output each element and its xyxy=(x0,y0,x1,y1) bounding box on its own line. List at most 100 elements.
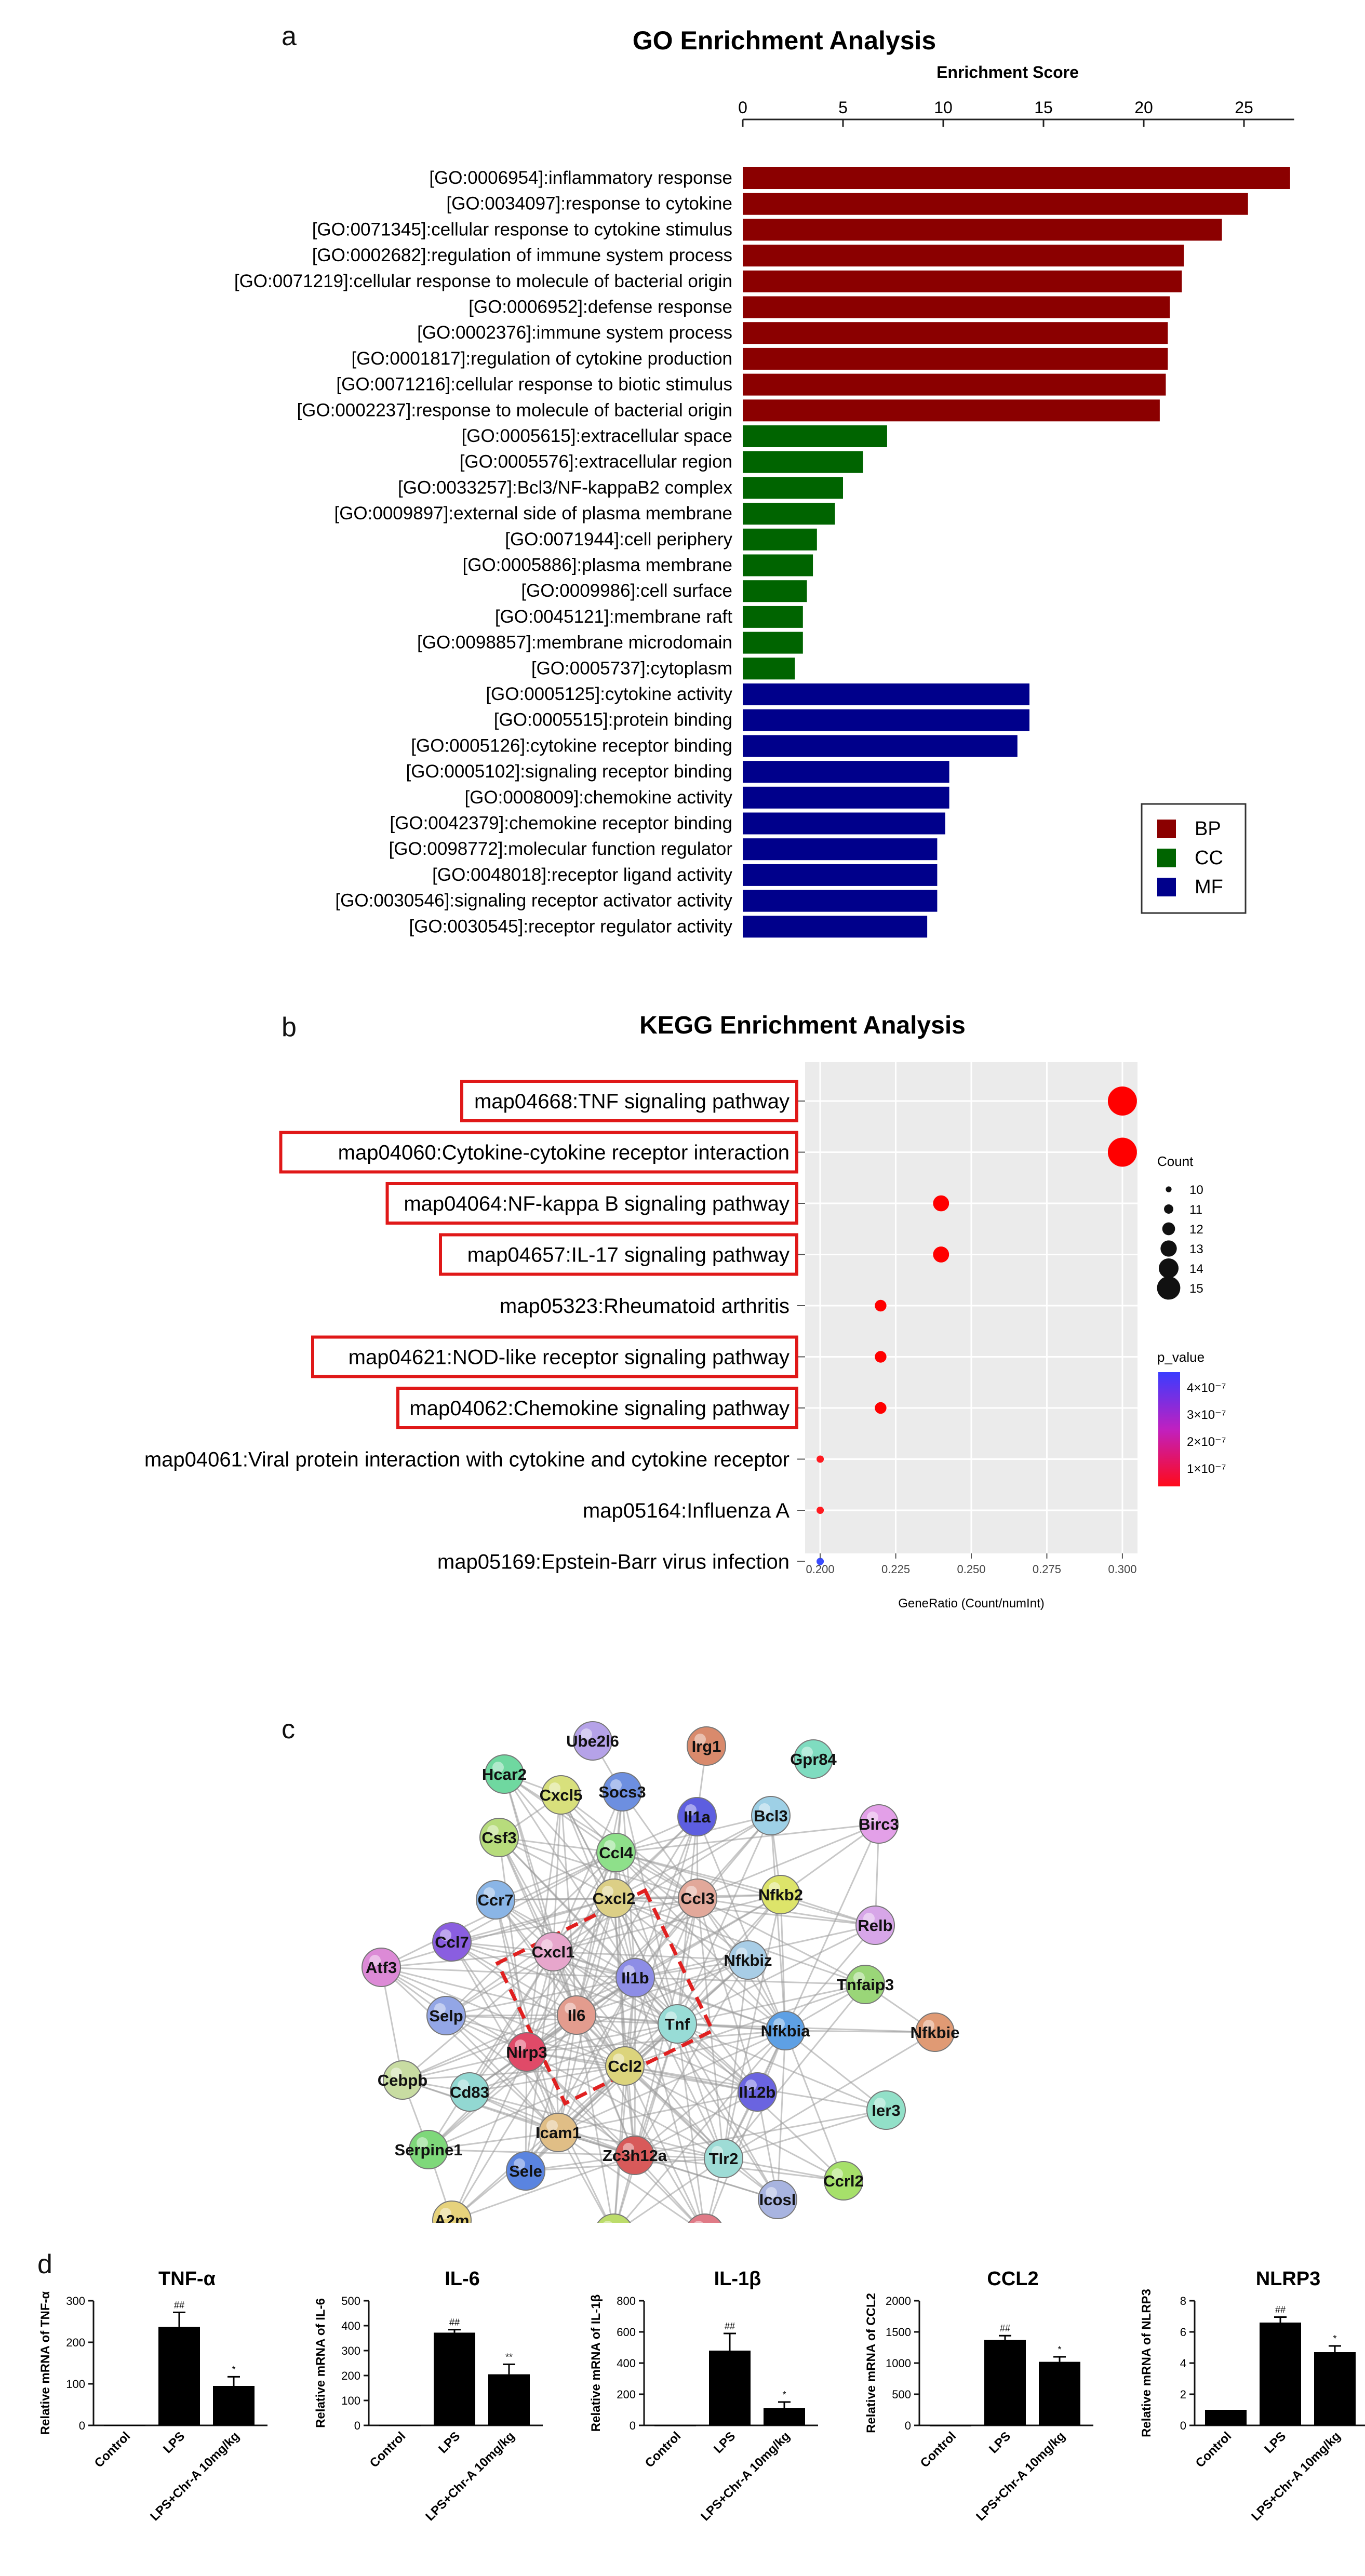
qpcr-category-label: LPS+Chr-A 10mg/kg xyxy=(1249,2429,1343,2524)
go-bar xyxy=(743,813,945,835)
network-node-label: Hcar2 xyxy=(482,1765,527,1783)
network-node-label: Ube2l6 xyxy=(566,1732,619,1750)
ppi-network: Ube2l6Irg1Gpr84Hcar2Cxcl5Socs3Il1aBcl3Bi… xyxy=(0,1703,1365,2223)
qpcr-bar xyxy=(434,2332,475,2425)
kegg-pathway-label: map04657:IL-17 signaling pathway xyxy=(467,1244,789,1267)
network-node-csf3: Csf3 xyxy=(480,1818,518,1857)
kegg-dot xyxy=(933,1196,949,1212)
qpcr-bar xyxy=(764,2408,805,2425)
network-node-ccr7: Ccr7 xyxy=(476,1881,515,1919)
go-tick-label: 10 xyxy=(934,98,953,117)
go-category-label: [GO:0030545]:receptor regulator activity xyxy=(409,916,732,936)
kegg-count-legend-dot xyxy=(1160,1240,1176,1256)
go-category-label: [GO:0030546]:signaling receptor activato… xyxy=(335,891,732,911)
network-node-label: Selp xyxy=(429,2007,463,2025)
qpcr-category-label: Control xyxy=(643,2429,684,2470)
qpcr-chart-tnf: TNF-αRelative mRNA of TNF-α0100200300Con… xyxy=(38,2268,267,2524)
go-bar xyxy=(743,787,949,809)
kegg-pathway-label: map04064:NF-kappa B signaling pathway xyxy=(404,1192,789,1215)
kegg-dot xyxy=(817,1507,824,1514)
qpcr-y-tick-label: 4 xyxy=(1180,2357,1186,2370)
qpcr-category-label: LPS xyxy=(711,2429,738,2456)
kegg-dot xyxy=(1108,1138,1137,1167)
qpcr-chart-ccl2: CCL2Relative mRNA of CCL2050010001500200… xyxy=(864,2268,1093,2524)
go-category-label: [GO:0071216]:cellular response to biotic… xyxy=(336,374,732,395)
network-node-label: Tnf xyxy=(665,2015,690,2033)
go-category-label: [GO:0005576]:extracellular region xyxy=(460,452,732,472)
qpcr-y-tick-label: 800 xyxy=(617,2295,636,2307)
go-bar xyxy=(743,167,1290,189)
network-node-tlr2: Tlr2 xyxy=(704,2139,743,2178)
qpcr-significance-mark: ## xyxy=(1275,2305,1286,2315)
network-node-serpine1: Serpine1 xyxy=(395,2130,463,2169)
network-node-ier3: Ier3 xyxy=(867,2091,905,2129)
kegg-count-legend-dot xyxy=(1159,1258,1179,1278)
network-node-label: Nfkbie xyxy=(911,2023,960,2042)
go-legend-label-mf: MF xyxy=(1195,876,1223,898)
go-bar xyxy=(743,451,863,473)
network-node-label: Nfkbia xyxy=(761,2022,811,2040)
qpcr-bar xyxy=(930,2425,971,2426)
go-legend-swatch-bp xyxy=(1157,820,1176,838)
go-category-label: [GO:0006952]:defense response xyxy=(469,297,732,317)
network-node-label: Sele xyxy=(509,2162,542,2180)
network-node-label: Ier3 xyxy=(872,2101,900,2119)
kegg-pvalue-legend-title: p_value xyxy=(1157,1349,1205,1365)
qpcr-y-tick-label: 100 xyxy=(66,2378,85,2391)
go-enrichment-chart: GO Enrichment Analysis Enrichment Score … xyxy=(0,0,1365,976)
go-legend-swatch-cc xyxy=(1157,849,1176,867)
kegg-count-legend-dot xyxy=(1162,1223,1175,1236)
qpcr-chart-title: IL-1β xyxy=(714,2268,761,2290)
go-category-label: [GO:0005515]:protein binding xyxy=(494,710,732,730)
go-category-label: [GO:0009986]:cell surface xyxy=(521,581,732,601)
go-x-axis-label: Enrichment Score xyxy=(936,63,1079,82)
go-bar xyxy=(743,735,1018,757)
kegg-x-axis: 0.2000.2250.2500.2750.300 xyxy=(806,1553,1137,1576)
go-category-label: [GO:0071219]:cellular response to molecu… xyxy=(234,271,732,291)
go-category-label: [GO:0005126]:cytokine receptor binding xyxy=(411,735,732,756)
qpcr-bar xyxy=(709,2351,751,2425)
network-node-label: Nfkbiz xyxy=(724,1951,772,1969)
go-category-label: [GO:0005886]:plasma membrane xyxy=(463,555,732,575)
qpcr-y-tick-label: 2000 xyxy=(886,2295,911,2307)
qpcr-bar xyxy=(654,2425,696,2426)
network-node-ccl2: Ccl2 xyxy=(606,2047,644,2085)
qpcr-y-tick-label: 0 xyxy=(630,2419,636,2432)
kegg-count-legend: Count 101112131415 xyxy=(1157,1153,1203,1299)
go-category-label: [GO:0071944]:cell periphery xyxy=(505,529,732,549)
go-bar xyxy=(743,348,1168,370)
qpcr-y-tick-label: 400 xyxy=(617,2357,636,2370)
qpcr-y-tick-label: 100 xyxy=(341,2394,360,2407)
qpcr-y-tick-label: 500 xyxy=(341,2295,360,2307)
qpcr-category-label: LPS xyxy=(986,2429,1013,2456)
go-bar xyxy=(743,838,937,860)
kegg-pvalue-legend-label: 3×10⁻⁷ xyxy=(1187,1408,1226,1422)
qpcr-bar xyxy=(158,2327,200,2425)
network-node-label: Ccl2 xyxy=(608,2057,641,2075)
go-bar xyxy=(743,683,1029,705)
go-bar xyxy=(743,529,817,551)
network-node-cebpb: Cebpb xyxy=(378,2061,427,2099)
qpcr-y-tick-label: 1000 xyxy=(886,2357,911,2370)
qpcr-y-tick-label: 0 xyxy=(905,2419,911,2432)
go-category-label: [GO:0042379]:chemokine receptor binding xyxy=(390,813,732,834)
go-bar xyxy=(743,632,803,654)
go-bar xyxy=(743,271,1182,292)
go-bar xyxy=(743,297,1170,318)
qpcr-significance-mark: ## xyxy=(174,2300,184,2310)
network-node-cd83: Cd83 xyxy=(450,2073,489,2111)
go-bar xyxy=(743,219,1222,240)
network-node-label: Ccrl2 xyxy=(823,2172,864,2190)
go-category-label: [GO:0098857]:membrane microdomain xyxy=(417,633,732,653)
kegg-pathway-label: map04621:NOD-like receptor signaling pat… xyxy=(349,1346,789,1369)
go-category-label: [GO:0098772]:molecular function regulato… xyxy=(389,839,733,859)
qpcr-category-label: Control xyxy=(1193,2429,1234,2470)
network-node-label: Icam1 xyxy=(536,2124,581,2142)
network-node-label: Csf3 xyxy=(481,1829,516,1847)
qpcr-category-label: Control xyxy=(918,2429,959,2470)
network-node-irg1: Irg1 xyxy=(687,1727,726,1765)
go-tick-label: 5 xyxy=(838,98,848,117)
go-bar xyxy=(743,606,803,628)
qpcr-category-label: LPS xyxy=(160,2429,188,2456)
kegg-pathway-label: map05323:Rheumatoid arthritis xyxy=(500,1295,789,1318)
